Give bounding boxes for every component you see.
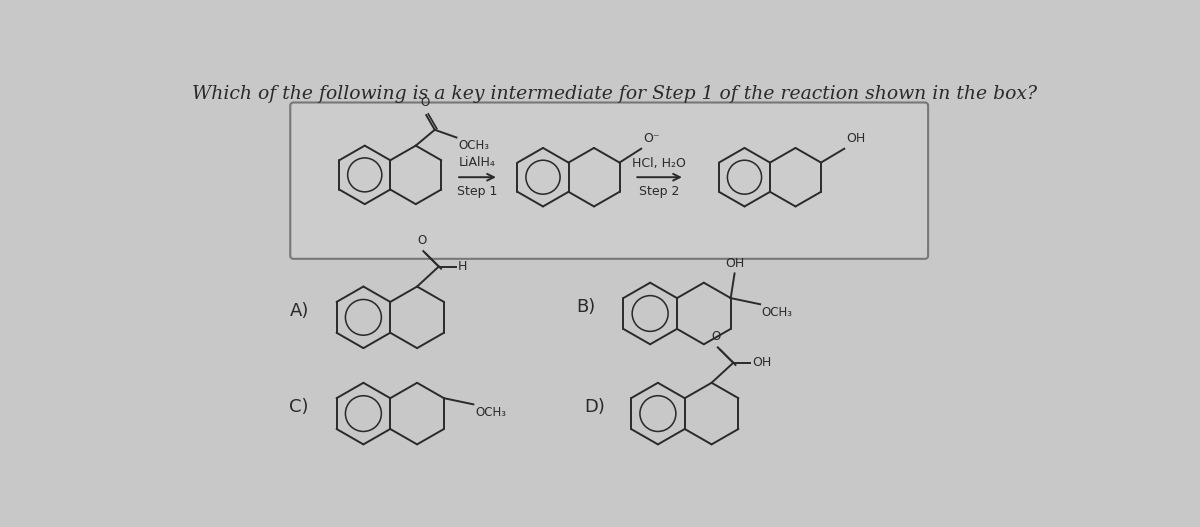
Text: O⁻: O⁻ — [643, 132, 659, 145]
Text: OH: OH — [752, 356, 772, 369]
Text: O: O — [420, 96, 430, 109]
Text: C): C) — [289, 398, 310, 416]
Text: O: O — [418, 233, 426, 247]
Text: D): D) — [584, 398, 605, 416]
Text: LiAlH₄: LiAlH₄ — [458, 157, 496, 170]
Text: OH: OH — [846, 132, 865, 145]
Text: Step 1: Step 1 — [457, 185, 497, 198]
FancyBboxPatch shape — [290, 103, 928, 259]
Text: HCl, H₂O: HCl, H₂O — [632, 157, 686, 170]
Text: Step 2: Step 2 — [638, 185, 679, 198]
Text: H: H — [458, 260, 468, 273]
Text: OCH₃: OCH₃ — [458, 139, 490, 152]
Text: OCH₃: OCH₃ — [762, 306, 793, 319]
Text: A): A) — [289, 302, 308, 320]
Text: B): B) — [576, 298, 595, 316]
Text: OCH₃: OCH₃ — [475, 406, 506, 419]
Text: O: O — [712, 330, 721, 343]
Text: Which of the following is a key intermediate for Step 1 of the reaction shown in: Which of the following is a key intermed… — [192, 85, 1038, 103]
Text: OH: OH — [725, 257, 744, 270]
